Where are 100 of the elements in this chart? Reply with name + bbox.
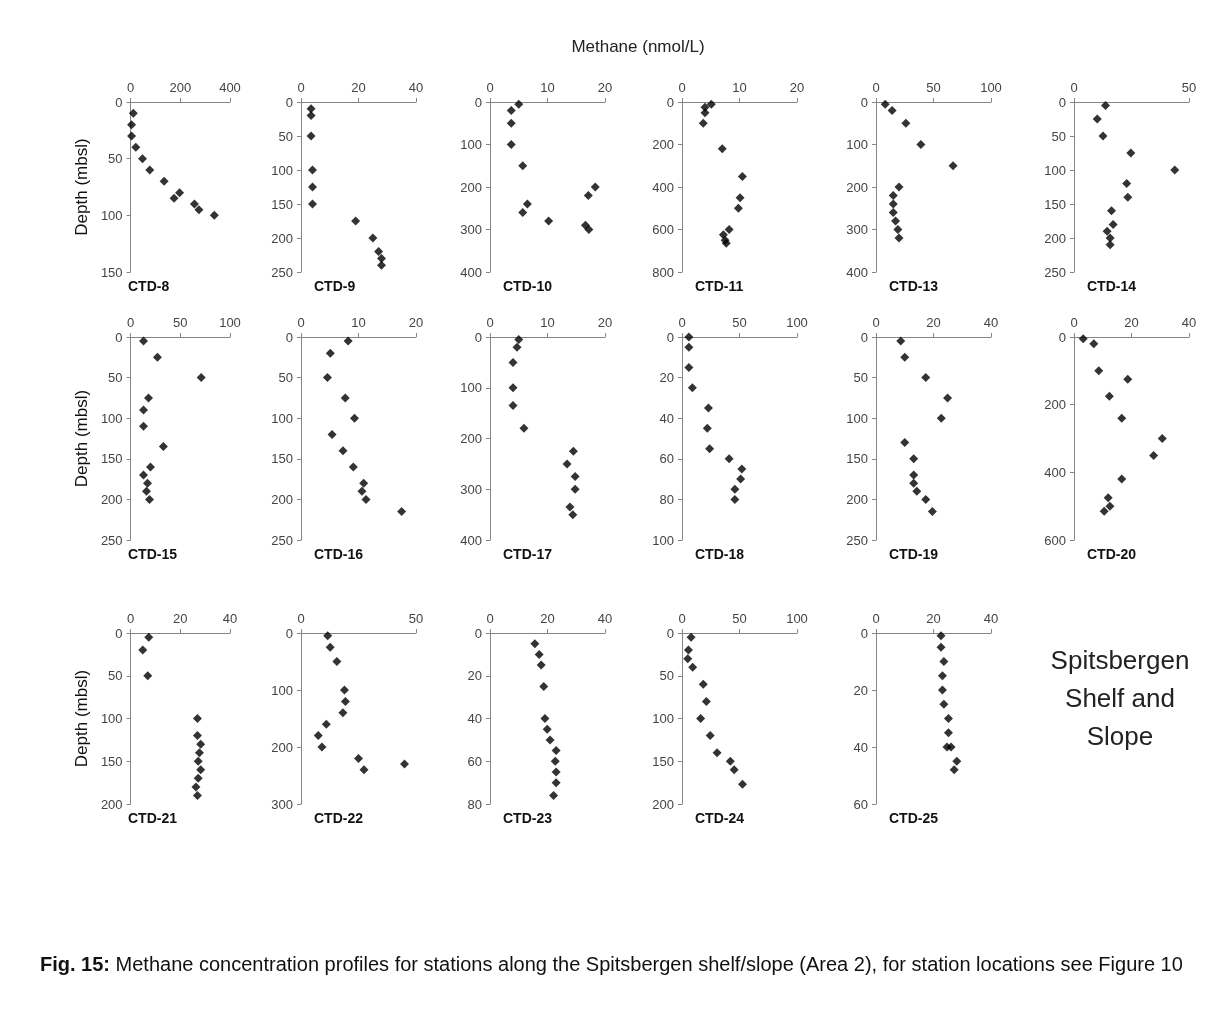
y-tick-label: 50 <box>659 668 674 684</box>
text: CTD-8 <box>128 278 170 294</box>
point <box>894 182 904 192</box>
y-tick-label: 0 <box>1058 94 1066 110</box>
x-tick-label: 200 <box>169 80 192 95</box>
x-tick-label: 0 <box>1070 315 1078 330</box>
x-tick-label: 20 <box>597 315 613 330</box>
point <box>703 403 713 413</box>
x-tick-label: 0 <box>872 315 880 330</box>
point <box>508 357 518 367</box>
point <box>139 421 149 431</box>
point <box>724 454 734 464</box>
point <box>1117 413 1127 423</box>
y-tick-label: 300 <box>460 481 482 497</box>
point <box>912 486 922 496</box>
point <box>152 352 162 362</box>
point <box>735 193 745 203</box>
y-tick-label: 100 <box>100 711 123 726</box>
y-tick-label: 50 <box>853 370 868 386</box>
y-tick-label: 200 <box>846 491 868 507</box>
point <box>1098 131 1108 141</box>
y-tick-label: 0 <box>666 329 674 345</box>
point <box>306 131 316 141</box>
y-tick-label: 60 <box>467 753 482 769</box>
y-tick-label: 200 <box>460 431 482 446</box>
y-tick-label: 40 <box>853 739 868 755</box>
point <box>506 118 516 128</box>
point <box>549 790 559 800</box>
point <box>128 108 138 118</box>
point <box>894 233 904 243</box>
point <box>192 790 202 800</box>
y-tick-label: 0 <box>285 329 293 345</box>
point <box>354 753 363 763</box>
point <box>551 767 561 777</box>
point <box>359 765 369 775</box>
x-tick-label: 10 <box>351 315 366 330</box>
y-axis-title: Depth (mbsl) <box>72 669 91 768</box>
y-tick-label: 0 <box>860 94 868 110</box>
point <box>705 444 715 454</box>
y-tick-label: 100 <box>271 682 293 698</box>
point <box>142 486 151 496</box>
point <box>1105 233 1115 243</box>
text: CTD-17 <box>503 546 553 562</box>
point <box>702 423 712 433</box>
point <box>698 118 708 128</box>
x-tick-label: 10 <box>732 80 747 95</box>
text: CTD-24 <box>695 810 745 826</box>
point <box>891 216 901 226</box>
text: Methane (nmol/L) <box>570 36 706 58</box>
point <box>209 210 219 220</box>
point <box>306 104 316 114</box>
point <box>339 685 349 695</box>
y-tick-label: 80 <box>659 491 674 507</box>
point <box>377 253 386 263</box>
point <box>937 685 947 695</box>
x-tick-label: 50 <box>1181 80 1197 95</box>
y-tick-label: 100 <box>271 410 293 426</box>
text: CTD-18 <box>695 546 745 562</box>
x-tick-label: 0 <box>126 611 135 626</box>
x-tick-label: 0 <box>126 315 135 330</box>
y-tick-label: 40 <box>659 410 674 426</box>
point <box>321 719 331 729</box>
point <box>322 373 332 383</box>
point <box>1126 148 1136 158</box>
point <box>368 233 378 243</box>
point <box>725 756 735 766</box>
point <box>551 746 561 756</box>
point <box>348 462 358 472</box>
point <box>332 657 342 666</box>
point <box>1123 374 1133 384</box>
x-tick-label: 100 <box>980 80 1002 95</box>
x-tick-label: 50 <box>732 315 747 330</box>
text: CTD-15 <box>128 546 178 562</box>
y-tick-label: 300 <box>460 222 482 237</box>
y-tick-label: 0 <box>474 94 482 110</box>
y-tick-label: 150 <box>100 264 123 280</box>
y-tick-label: 0 <box>860 329 868 345</box>
x-tick-label: 40 <box>983 315 999 330</box>
x-tick-label: 20 <box>789 80 805 95</box>
text: CTD-13 <box>889 278 939 294</box>
point <box>927 507 937 517</box>
point <box>143 393 153 403</box>
x-tick-label: 20 <box>926 611 941 626</box>
x-tick-label: 0 <box>678 611 686 626</box>
point <box>1105 501 1115 511</box>
point <box>568 510 578 520</box>
y-tick-label: 0 <box>1058 329 1066 345</box>
point <box>374 247 384 257</box>
x-tick-label: 0 <box>297 80 305 95</box>
point <box>1106 206 1116 216</box>
point <box>512 342 522 352</box>
point <box>901 118 911 128</box>
x-tick-label: 100 <box>786 315 808 330</box>
point <box>562 459 572 469</box>
point <box>145 165 155 175</box>
point <box>169 193 179 203</box>
x-tick-label: 10 <box>540 315 555 330</box>
y-tick-label: 200 <box>1044 397 1066 413</box>
y-tick-label: 200 <box>271 739 293 755</box>
point <box>542 724 552 734</box>
